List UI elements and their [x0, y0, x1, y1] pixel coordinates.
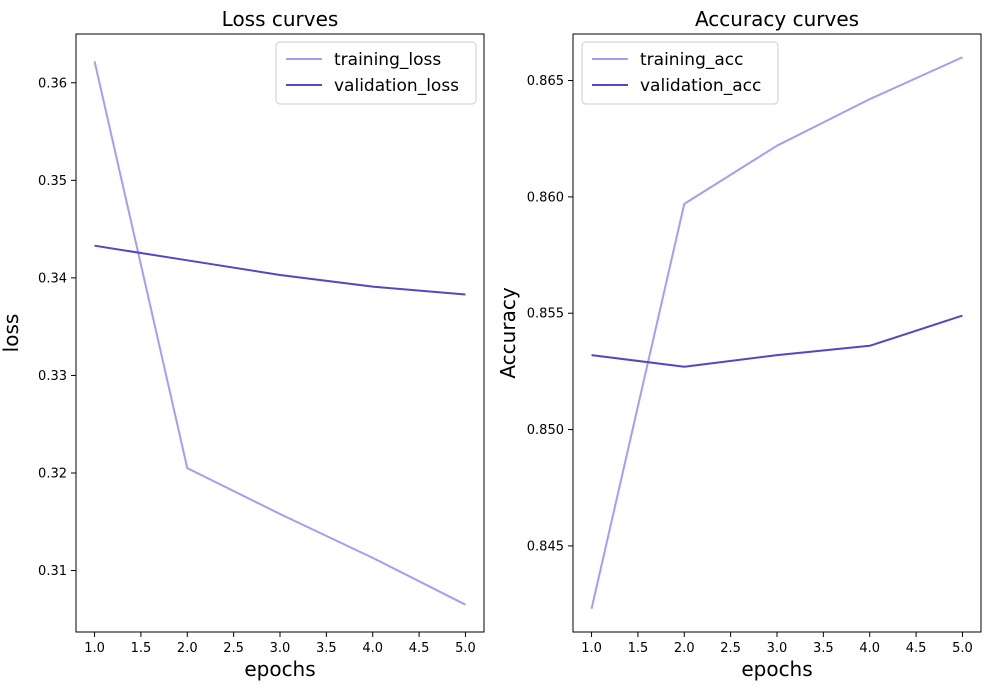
x-tick-label: 1.0 — [581, 641, 602, 656]
x-tick-label: 4.0 — [362, 641, 383, 656]
series-line-validation_acc — [591, 314, 963, 368]
x-tick-label: 2.5 — [223, 641, 244, 656]
legend-label: validation_acc — [640, 76, 761, 96]
y-tick-label: 0.850 — [527, 423, 564, 438]
y-tick-label: 0.860 — [527, 190, 564, 205]
axes-frame — [572, 33, 982, 633]
x-tick-label: 4.5 — [906, 641, 927, 656]
y-tick-label: 0.855 — [527, 307, 564, 322]
chart-1: Loss curves 1.0 1.5 2.0 2.5 3.0 3.5 4.0 4.5 5.0 0.… — [0, 7, 485, 681]
legend-label: validation_loss — [334, 76, 459, 96]
x-tick-label: 3.5 — [813, 641, 834, 656]
chart-title: Loss curves — [222, 7, 339, 31]
x-tick-label: 3.0 — [270, 641, 291, 656]
legend: training_loss validation_loss — [275, 41, 477, 105]
chart-title: Accuracy curves — [695, 7, 859, 31]
y-tick-label: 0.31 — [38, 564, 67, 579]
y-tick-label: 0.36 — [38, 76, 67, 91]
x-tick-label: 4.0 — [859, 641, 880, 656]
x-tick-label: 5.0 — [952, 641, 973, 656]
x-axis-label: epochs — [244, 657, 315, 681]
y-axis-label: loss — [0, 314, 23, 353]
x-tick-label: 2.0 — [674, 641, 695, 656]
y-tick-label: 0.34 — [38, 271, 67, 286]
x-tick-label: 2.5 — [720, 641, 741, 656]
y-axis-label: Accuracy — [496, 287, 520, 378]
y-tick-label: 0.33 — [38, 369, 67, 384]
chart-2: Accuracy curves 1.0 1.5 2.0 2.5 3.0 3.5 4.0 4.5 5… — [496, 7, 982, 681]
x-tick-label: 1.5 — [131, 641, 152, 656]
series-line-validation_loss — [94, 244, 466, 296]
y-tick-label: 0.32 — [38, 466, 67, 481]
x-tick-label: 1.5 — [628, 641, 649, 656]
x-tick-label: 2.0 — [177, 641, 198, 656]
x-tick-label: 3.0 — [767, 641, 788, 656]
legend: training_acc validation_acc — [581, 41, 779, 105]
legend-label: training_acc — [640, 50, 743, 70]
axes-frame — [75, 33, 485, 633]
y-tick-label: 0.865 — [527, 74, 564, 89]
x-tick-label: 4.5 — [409, 641, 430, 656]
series-line-training_loss — [93, 61, 466, 606]
x-tick-label: 5.0 — [455, 641, 476, 656]
legend-label: training_loss — [334, 50, 441, 70]
y-tick-label: 0.845 — [527, 539, 564, 554]
x-tick-label: 1.0 — [84, 641, 105, 656]
y-tick-label: 0.35 — [38, 174, 67, 189]
series-line-training_acc — [590, 56, 963, 609]
x-tick-label: 3.5 — [316, 641, 337, 656]
legend-box — [581, 41, 779, 105]
x-axis-label: epochs — [741, 657, 812, 681]
legend-box — [275, 41, 477, 105]
